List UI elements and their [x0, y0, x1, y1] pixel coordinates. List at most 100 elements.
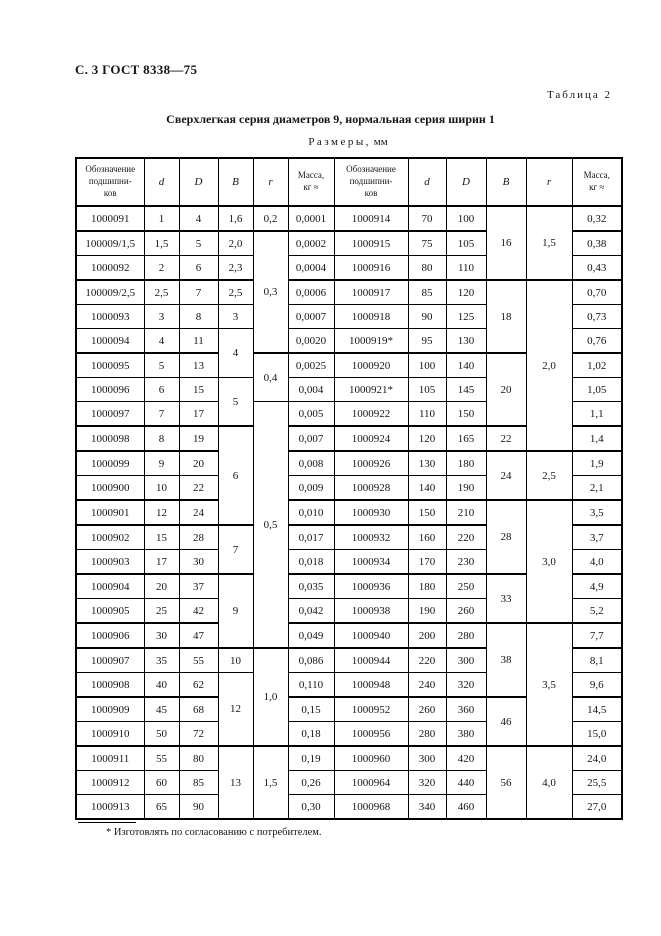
cell-D: 105 — [445, 230, 487, 256]
cell-B: 2,5 — [217, 279, 254, 305]
cell-d: 220 — [407, 647, 447, 673]
cell-d: 340 — [407, 794, 447, 820]
cell-D: 380 — [445, 721, 487, 747]
table-row: 1000091 1 4 1,6 0,2 0,0001 1000914 70 100 16 1,5 0,… — [75, 205, 623, 281]
cell-designation: 1000916 — [333, 255, 409, 281]
cell-mass: 0,0002 — [287, 230, 335, 256]
cell-mass: 0,049 — [287, 622, 335, 649]
cell-d: 8 — [143, 425, 180, 452]
table-row: 1000900 10 22 0,009 1000928 140 190 2,1 — [75, 475, 623, 501]
cell-mass: 5,2 — [571, 598, 623, 624]
cell-d: 60 — [143, 770, 180, 795]
header-cell-D-left: D — [178, 157, 219, 207]
cell-designation: 1000904 — [75, 573, 145, 599]
cell-d: 7 — [143, 401, 180, 427]
cell-designation: 1000956 — [333, 721, 409, 747]
cell-mass: 0,73 — [571, 304, 623, 329]
cell-B: 18 — [485, 279, 527, 354]
cell-designation: 1000944 — [333, 647, 409, 673]
cell-d: 320 — [407, 770, 447, 795]
cell-mass: 0,0007 — [287, 304, 335, 329]
header-cell-designation-right: Обозначение подшипни- ков — [333, 157, 409, 207]
cell-D: 19 — [178, 425, 219, 452]
cell-D: 7 — [178, 279, 219, 305]
cell-B: 10 — [217, 647, 254, 673]
cell-designation: 1000912 — [75, 770, 145, 795]
cell-mass: 3,5 — [571, 499, 623, 526]
cell-D: 22 — [178, 475, 219, 501]
cell-d: 300 — [407, 745, 447, 771]
table-row: 1000094 4 11 4 0,0020 1000919* 95 130 0,76 — [75, 328, 623, 378]
cell-D: 13 — [178, 352, 219, 378]
cell-mass: 1,02 — [571, 352, 623, 378]
cell-d: 25 — [143, 598, 180, 624]
cell-D: 90 — [178, 794, 219, 820]
table-row: 1000912 60 85 0,26 1000964 320 440 25,5 — [75, 770, 623, 795]
cell-designation: 1000952 — [333, 696, 409, 722]
cell-d: 260 — [407, 696, 447, 722]
cell-designation: 1000932 — [333, 524, 409, 550]
cell-D: 460 — [445, 794, 487, 820]
cell-mass: 0,110 — [287, 672, 335, 698]
cell-r: 2,5 — [525, 450, 573, 501]
cell-B: 24 — [485, 450, 527, 501]
cell-D: 37 — [178, 573, 219, 599]
cell-designation: 1000934 — [333, 549, 409, 575]
cell-mass: 27,0 — [571, 794, 623, 820]
cell-d: 80 — [407, 255, 447, 281]
footnote-text: * Изготовлять по согласованию с потребит… — [106, 827, 322, 838]
cell-mass: 0,009 — [287, 475, 335, 501]
cell-mass: 9,6 — [571, 672, 623, 698]
cell-designation: 1000938 — [333, 598, 409, 624]
cell-mass: 0,004 — [287, 377, 335, 402]
cell-mass: 0,43 — [571, 255, 623, 281]
cell-mass: 0,008 — [287, 450, 335, 476]
cell-mass: 14,5 — [571, 696, 623, 722]
cell-mass: 0,017 — [287, 524, 335, 550]
cell-mass: 0,30 — [287, 794, 335, 820]
cell-designation: 1000964 — [333, 770, 409, 795]
cell-designation: 1000901 — [75, 499, 145, 526]
cell-B: 3 — [217, 304, 254, 329]
cell-mass: 0,0025 — [287, 352, 335, 378]
cell-D: 230 — [445, 549, 487, 575]
cell-mass: 25,5 — [571, 770, 623, 795]
cell-D: 130 — [445, 328, 487, 354]
cell-mass: 7,7 — [571, 622, 623, 649]
cell-B: 9 — [217, 573, 254, 649]
cell-designation: 1000919* — [333, 328, 409, 354]
subtitle-unit: мм — [373, 136, 388, 148]
cell-d: 75 — [407, 230, 447, 256]
cell-D: 125 — [445, 304, 487, 329]
cell-D: 190 — [445, 475, 487, 501]
cell-D: 300 — [445, 647, 487, 673]
cell-D: 42 — [178, 598, 219, 624]
table-row: 100009/2,5 2,5 7 2,5 0,0006 1000917 85 120 18 2,0… — [75, 279, 623, 452]
cell-D: 68 — [178, 696, 219, 722]
cell-designation: 1000906 — [75, 622, 145, 649]
cell-d: 15 — [143, 524, 180, 550]
cell-d: 1 — [143, 205, 180, 232]
cell-D: 120 — [445, 279, 487, 305]
table-row: 1000906 30 47 0,049 1000940 200 280 38 3,5 7,7 — [75, 622, 623, 747]
cell-r: 2,0 — [525, 279, 573, 452]
cell-d: 65 — [143, 794, 180, 820]
cell-d: 110 — [407, 401, 447, 427]
cell-B: 22 — [485, 425, 527, 452]
cell-B: 5 — [217, 377, 254, 427]
cell-D: 80 — [178, 745, 219, 771]
cell-B: 28 — [485, 499, 527, 575]
cell-mass: 24,0 — [571, 745, 623, 771]
cell-d: 3 — [143, 304, 180, 329]
cell-d: 100 — [407, 352, 447, 378]
cell-d: 120 — [407, 425, 447, 452]
cell-designation: 1000095 — [75, 352, 145, 378]
header-cell-B-right: B — [485, 157, 527, 207]
cell-mass: 0,15 — [287, 696, 335, 722]
cell-d: 12 — [143, 499, 180, 526]
cell-d: 6 — [143, 377, 180, 402]
cell-designation: 100009/2,5 — [75, 279, 145, 305]
cell-d: 85 — [407, 279, 447, 305]
cell-r: 1,5 — [252, 745, 289, 820]
cell-d: 130 — [407, 450, 447, 476]
